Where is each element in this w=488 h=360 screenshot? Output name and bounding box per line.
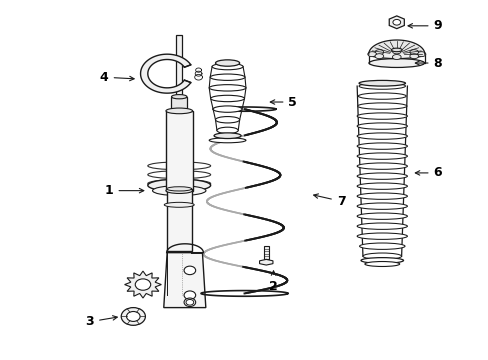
Circle shape <box>183 291 195 300</box>
Ellipse shape <box>209 138 245 143</box>
Ellipse shape <box>171 95 186 99</box>
Ellipse shape <box>356 213 407 219</box>
Bar <box>165 111 192 191</box>
Ellipse shape <box>356 173 407 179</box>
Text: 6: 6 <box>414 166 441 179</box>
Text: 3: 3 <box>85 315 117 328</box>
Ellipse shape <box>210 74 244 80</box>
Ellipse shape <box>215 60 239 66</box>
Text: 7: 7 <box>313 194 345 208</box>
Ellipse shape <box>358 93 406 99</box>
Ellipse shape <box>166 187 191 191</box>
Circle shape <box>392 19 400 25</box>
Ellipse shape <box>217 127 238 134</box>
Ellipse shape <box>356 203 407 210</box>
Ellipse shape <box>356 123 407 129</box>
Ellipse shape <box>374 50 383 55</box>
Ellipse shape <box>356 143 407 149</box>
Ellipse shape <box>360 258 403 263</box>
Ellipse shape <box>374 54 383 59</box>
Ellipse shape <box>358 80 405 86</box>
Ellipse shape <box>392 54 400 59</box>
Ellipse shape <box>356 223 407 229</box>
Polygon shape <box>140 54 190 93</box>
Ellipse shape <box>391 48 401 52</box>
Ellipse shape <box>356 153 407 159</box>
Bar <box>264 246 268 260</box>
Ellipse shape <box>356 183 407 189</box>
Ellipse shape <box>356 193 407 199</box>
Ellipse shape <box>210 95 244 102</box>
Ellipse shape <box>164 202 194 207</box>
Ellipse shape <box>152 186 205 195</box>
Text: 8: 8 <box>414 57 441 69</box>
Ellipse shape <box>364 261 399 266</box>
Ellipse shape <box>359 243 404 249</box>
Circle shape <box>126 311 140 321</box>
Ellipse shape <box>392 49 400 54</box>
Ellipse shape <box>358 83 405 89</box>
Polygon shape <box>163 253 205 307</box>
Ellipse shape <box>356 163 407 169</box>
Circle shape <box>183 266 195 275</box>
Ellipse shape <box>165 188 192 193</box>
Bar <box>171 97 186 113</box>
Ellipse shape <box>416 52 425 57</box>
Ellipse shape <box>368 50 424 59</box>
Circle shape <box>135 279 150 290</box>
Ellipse shape <box>165 108 192 114</box>
Polygon shape <box>259 260 272 265</box>
Circle shape <box>121 307 145 325</box>
Polygon shape <box>388 16 404 29</box>
Ellipse shape <box>147 179 210 192</box>
Text: 1: 1 <box>104 184 143 197</box>
Ellipse shape <box>362 253 401 260</box>
Text: 5: 5 <box>270 95 297 108</box>
Circle shape <box>183 298 195 306</box>
Ellipse shape <box>367 52 376 57</box>
Text: 4: 4 <box>100 71 134 84</box>
Circle shape <box>185 300 193 305</box>
Ellipse shape <box>409 54 418 59</box>
Ellipse shape <box>356 233 407 239</box>
Bar <box>166 189 191 251</box>
Ellipse shape <box>357 103 406 109</box>
Ellipse shape <box>214 133 241 139</box>
Text: 9: 9 <box>407 19 441 32</box>
Ellipse shape <box>209 85 245 91</box>
Ellipse shape <box>213 106 242 112</box>
Ellipse shape <box>368 59 424 67</box>
Ellipse shape <box>356 133 407 139</box>
Ellipse shape <box>212 63 243 70</box>
Polygon shape <box>124 271 161 298</box>
Ellipse shape <box>409 50 418 55</box>
Text: 2: 2 <box>268 271 277 293</box>
Bar <box>176 35 182 99</box>
Ellipse shape <box>215 117 239 123</box>
Ellipse shape <box>356 113 407 119</box>
